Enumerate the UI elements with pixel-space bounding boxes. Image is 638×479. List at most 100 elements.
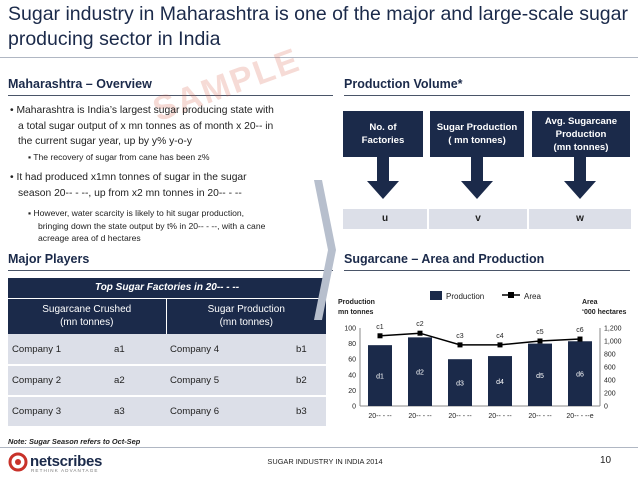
area-series-line [379,332,581,346]
x-tick-label: 20-- - -- [488,413,512,420]
pv-header-sugar-production: Sugar Production ( mn tonnes) [430,111,524,157]
table-row: Company 3 a3 Company 6 b3 [8,396,326,428]
sub-bullet-2-line-2: bringing down the state output by t% in … [38,220,266,231]
company-cell: Company 6 [166,396,270,428]
y-tick-label: 40 [348,372,356,379]
col-header-crushed-line-1: Sugarcane Crushed [42,304,132,316]
y-tick-label: 20 [348,388,356,395]
production-bar [568,341,592,406]
production-bar [528,343,552,406]
y-tick-label: 0 [352,404,356,411]
area-marker [417,330,423,336]
pv-header-avg-line-2: Production [555,128,607,140]
area-data-label: c1 [376,324,384,331]
overview-sub-bullet-1: ▪ The recovery of sugar from cane has be… [28,152,210,162]
area-marker [457,342,463,348]
pv-down-arrows [367,157,596,199]
right-axis-label-1: Area [582,299,598,306]
footer-title: SUGAR INDUSTRY IN INDIA 2014 [267,457,383,466]
pv-value-factories: u [343,209,427,229]
area-marker [497,342,503,348]
legend-production-swatch [430,291,442,300]
company-cell: Company 3 [8,396,110,428]
down-arrow-icon [461,157,493,199]
down-arrow-icon [367,157,399,199]
overview-heading: Maharashtra – Overview [8,77,152,91]
sub-bullet-2-line-3: acreage area of d hectares [38,233,141,243]
pv-header-avg-sugarcane: Avg. Sugarcane Production (mn tonnes) [532,111,630,157]
y-tick-label: 80 [348,341,356,348]
company-cell: Company 5 [166,365,270,397]
legend-production-label: Production [446,292,484,301]
pv-header-factories-line-1: No. of [369,122,397,133]
left-axis-label-1: Production [338,299,375,306]
y-tick-label: 60 [348,357,356,364]
value-cell: b3 [270,396,326,428]
bullet-2-line-1: It had produced x1mn tonnes of sugar in … [16,172,247,183]
pv-header-sugar-line-2: ( mn tonnes) [448,135,506,146]
y2-tick-label: 1,200 [604,326,622,333]
pv-header-sugar-line-1: Sugar Production [436,122,518,133]
sugarcane-heading: Sugarcane – Area and Production [344,252,545,266]
value-cell: a1 [110,334,166,366]
area-marker [377,333,383,339]
sugarcane-chart: Production mn tonnes Area ‘000 hectares … [338,291,626,420]
left-axis-label-2: mn tonnes [338,309,373,316]
bullet-1-line-3: the current sugar year, up by y% y-o-y [18,136,192,147]
x-tick-label: 20-- - -- [368,413,392,420]
production-bar [448,359,472,406]
x-tick-label: 20-- - -- [528,413,552,420]
pv-value-avg: w [529,209,631,229]
y2-tick-label: 0 [604,404,608,411]
overview-sub-bullet-2: ▪ However, water scarcity is likely to h… [28,208,266,243]
overview-bullet-2: • It had produced x1mn tonnes of sugar i… [10,170,247,201]
bar-data-label: d2 [416,370,424,377]
area-data-label: c5 [536,329,544,336]
bar-data-label: d5 [536,373,544,380]
sub-bullet-1-text: The recovery of sugar from cane has been… [33,152,210,162]
pv-header-factories-line-2: Factories [361,135,405,146]
value-cell: b2 [270,365,326,397]
col-header-crushed: Sugarcane Crushed (mn tonnes) [8,297,167,334]
y2-tick-label: 200 [604,391,616,398]
page-title: Sugar industry in Maharashtra is one of … [8,3,628,50]
bar-data-label: d1 [376,374,384,381]
bar-data-label: d4 [496,379,504,386]
netscribes-logo-icon [8,452,28,472]
x-tick-label: 20-- - -- [408,413,432,420]
col-header-production-line-1: Sugar Production [207,304,285,316]
production-bar [488,356,512,406]
col-header-production-line-2: (mn tonnes) [219,317,273,329]
title-divider [0,57,638,58]
pv-header-factories: No. of Factories [343,111,423,157]
area-marker [577,336,583,342]
production-bar [408,337,432,406]
major-players-heading: Major Players [8,252,90,266]
y2-tick-label: 1,000 [604,339,622,346]
company-cell: Company 2 [8,365,110,397]
x-tick-label: 20-- - --e [566,413,593,420]
value-cell: a3 [110,396,166,428]
bar-data-label: d3 [456,381,464,388]
bullet-1-line-1: Maharashtra is India’s largest sugar pro… [16,105,274,116]
season-note: Note: Sugar Season refers to Oct-Sep [8,437,141,446]
overview-divider [8,95,333,96]
legend-area-label: Area [524,292,541,301]
area-marker [537,338,543,344]
production-volume-heading: Production Volume* [344,77,463,91]
production-bar [368,345,392,406]
col-header-production: Sugar Production (mn tonnes) [166,297,326,334]
sub-bullet-2-line-1: However, water scarcity is likely to hit… [33,208,245,218]
area-data-label: c3 [456,333,464,340]
bullet-2-line-2: season 20-- - --, up from x2 mn tonnes i… [18,187,242,199]
y2-tick-label: 400 [604,378,616,385]
pv-value-sugar: v [429,209,527,229]
table-row: Company 2 a2 Company 5 b2 [8,365,326,397]
logo-wordmark: netscribes [30,453,103,470]
x-tick-label: 20-- - -- [448,413,472,420]
y2-tick-label: 800 [604,352,616,359]
right-axis-label-2: ‘000 hectares [582,309,626,316]
company-cell: Company 1 [8,334,110,366]
value-cell: a2 [110,365,166,397]
bullet-1-line-2: a total sugar output of x mn tonnes as o… [18,120,274,132]
